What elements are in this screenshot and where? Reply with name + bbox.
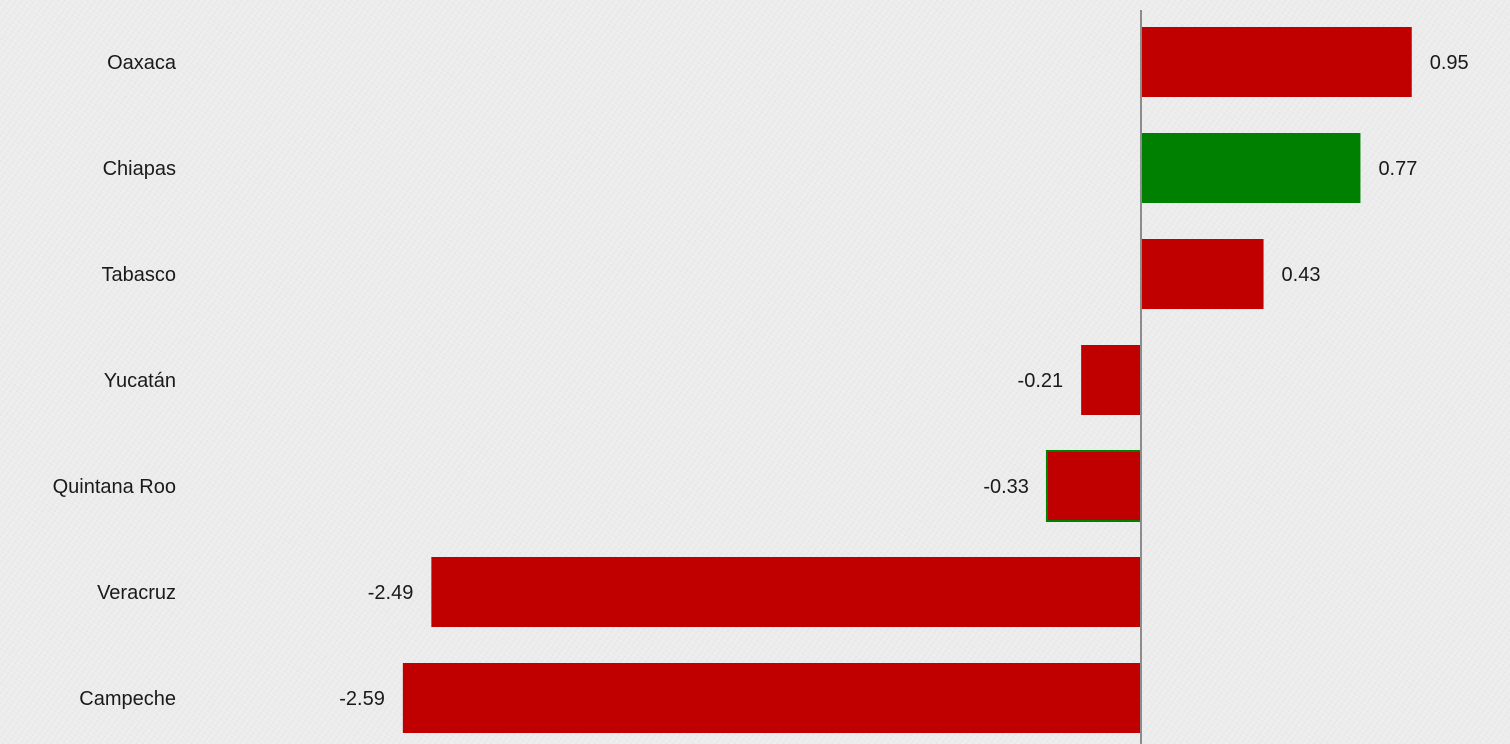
data-label: 0.77: [1378, 158, 1417, 180]
category-label: Tabasco: [102, 264, 177, 286]
data-label: 0.43: [1282, 264, 1321, 286]
category-label: Veracruz: [97, 582, 176, 604]
bar-campeche: [402, 663, 1142, 733]
data-label: -2.59: [339, 688, 385, 710]
bar-tabasco: [1141, 239, 1264, 309]
category-label: Chiapas: [103, 158, 176, 180]
bar-chiapas: [1141, 133, 1361, 203]
bar-quintana-roo: [1045, 450, 1142, 522]
category-label: Oaxaca: [107, 52, 177, 74]
data-label: -0.21: [1018, 370, 1064, 392]
category-label: Campeche: [79, 688, 176, 710]
category-label: Yucatán: [104, 370, 176, 392]
bar-veracruz: [431, 557, 1142, 627]
data-label: -2.49: [368, 582, 414, 604]
data-label: -0.33: [983, 476, 1029, 498]
category-label: Quintana Roo: [53, 476, 176, 498]
bar-oaxaca: [1141, 27, 1412, 97]
data-label: 0.95: [1430, 52, 1469, 74]
bar-yucat-n: [1081, 345, 1141, 415]
